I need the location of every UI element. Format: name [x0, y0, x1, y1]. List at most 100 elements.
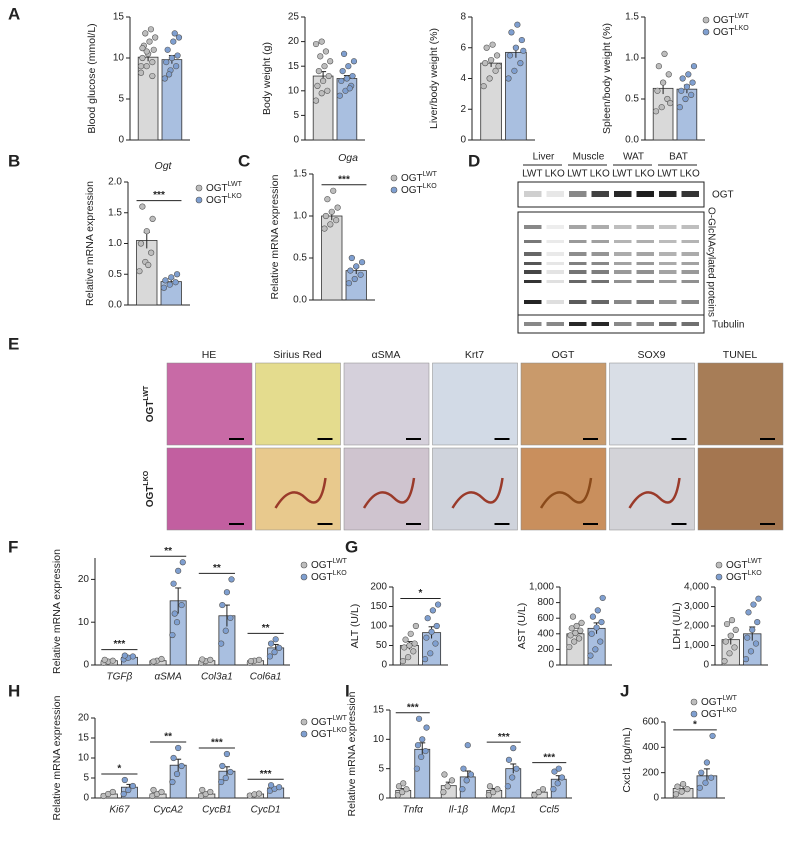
panel-letter: J	[620, 681, 629, 700]
data-point	[752, 640, 760, 647]
data-point	[324, 87, 331, 94]
legend-label-sup: LWT	[333, 558, 348, 565]
x-tick-label: Tnfα	[403, 805, 423, 816]
y-tick-label: 15	[288, 61, 300, 72]
significance: *	[693, 720, 697, 731]
histology-column: Krt7	[465, 349, 484, 361]
data-point	[101, 656, 108, 663]
x-tick-label: CycA2	[153, 805, 183, 816]
data-point	[492, 67, 499, 74]
data-point	[723, 620, 731, 628]
blot-group: WAT	[623, 152, 644, 163]
legend-marker	[300, 561, 308, 569]
y-axis-label: AST (U/L)	[516, 603, 528, 649]
blot-band	[591, 225, 609, 229]
data-point	[434, 601, 442, 608]
histology-image	[255, 362, 341, 446]
data-point	[539, 786, 547, 793]
chart-title: Oga	[338, 152, 358, 164]
data-point	[709, 732, 716, 740]
blot-band	[614, 262, 632, 265]
y-tick-label: 100	[370, 621, 387, 632]
blot-band	[681, 270, 699, 274]
blot-lane: LKO	[635, 169, 655, 180]
data-point	[145, 261, 152, 269]
data-point	[749, 626, 756, 634]
y-tick-label: 1,000	[529, 582, 554, 593]
blot-band	[591, 270, 609, 274]
y-tick-label: 0	[460, 135, 466, 146]
data-point	[152, 34, 159, 41]
histology-image	[697, 447, 784, 531]
legend-label: OGTLKO	[401, 183, 437, 196]
data-point	[517, 60, 524, 67]
data-point	[255, 790, 263, 797]
data-point	[415, 715, 423, 722]
y-tick-label: 800	[537, 597, 554, 608]
data-point	[222, 774, 229, 782]
data-point	[551, 768, 558, 775]
blot-band	[614, 225, 632, 229]
data-point	[401, 644, 408, 651]
blot-band	[614, 252, 632, 256]
y-tick-label: 400	[537, 628, 554, 639]
data-point	[312, 40, 320, 48]
data-point	[573, 622, 580, 630]
data-point	[179, 559, 186, 566]
data-point	[702, 779, 709, 786]
data-point	[315, 68, 322, 75]
data-point	[428, 628, 435, 635]
data-point	[171, 610, 178, 617]
data-point	[174, 52, 181, 59]
data-point	[338, 77, 345, 85]
x-tick-label: Col6a1	[250, 672, 282, 683]
y-tick-label: 20	[78, 713, 90, 724]
data-point	[688, 91, 695, 98]
data-point	[464, 742, 471, 749]
blot-band	[636, 300, 654, 304]
data-point	[150, 658, 157, 665]
y-tick-label: 25	[288, 12, 300, 23]
blot-band	[636, 270, 654, 274]
data-point	[353, 263, 360, 270]
data-point	[685, 71, 692, 78]
data-point	[318, 38, 325, 45]
y-tick-label: 0	[83, 793, 89, 804]
blot-band	[681, 322, 699, 326]
blot-band	[636, 262, 654, 265]
blot-group: BAT	[669, 152, 688, 163]
data-point	[577, 627, 584, 634]
data-point	[509, 774, 516, 781]
y-tick-label: 200	[537, 644, 554, 655]
blot-band	[591, 240, 609, 243]
y-tick-label: 0	[118, 135, 124, 146]
panel-letter: B	[8, 151, 20, 170]
blot-band	[614, 191, 632, 197]
legend-label-sup: LWT	[423, 171, 438, 178]
stain	[274, 477, 327, 509]
y-tick-label: 400	[642, 742, 659, 753]
blot-row: OGT	[712, 190, 734, 201]
data-point	[276, 644, 283, 651]
blot-band	[591, 252, 609, 256]
legend-label-sup: LWT	[735, 13, 750, 20]
data-point	[440, 789, 447, 796]
data-point	[506, 52, 514, 59]
histology-image	[520, 447, 607, 531]
data-point	[486, 75, 493, 82]
data-point	[173, 619, 181, 626]
data-point	[149, 215, 156, 222]
significance: ***	[114, 639, 126, 650]
data-point	[433, 622, 440, 630]
data-point	[419, 736, 426, 743]
data-point	[490, 789, 497, 796]
y-axis-label: Relative mRNA expression	[51, 549, 63, 674]
data-point	[722, 638, 729, 645]
data-point	[655, 63, 662, 70]
y-axis-label: Spleen/body weight (%)	[601, 23, 613, 134]
legend-label-base: OGT	[701, 697, 723, 708]
blot-band	[659, 280, 677, 283]
legend-marker	[195, 196, 203, 204]
data-point	[320, 77, 327, 85]
chart-title: Ogt	[155, 160, 173, 172]
